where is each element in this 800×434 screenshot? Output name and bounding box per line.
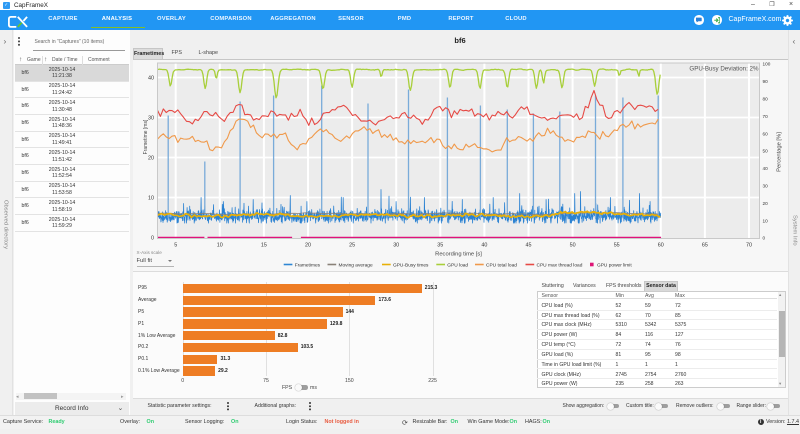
svg-text:CPU total load: CPU total load	[486, 263, 517, 269]
svg-text:GPU-Busy times: GPU-Busy times	[393, 263, 429, 269]
svg-text:5: 5	[174, 243, 177, 249]
svg-text:Recording time [s]: Recording time [s]	[435, 252, 482, 258]
svg-text:35: 35	[437, 243, 443, 249]
svg-text:40: 40	[148, 76, 154, 82]
svg-text:GPU power limit: GPU power limit	[597, 263, 632, 269]
svg-text:30: 30	[148, 116, 154, 122]
svg-text:40: 40	[763, 166, 769, 171]
svg-text:Moving average: Moving average	[339, 263, 373, 269]
svg-text:CPU max thread load: CPU max thread load	[537, 263, 583, 269]
svg-text:50: 50	[570, 243, 576, 249]
svg-text:20: 20	[305, 243, 311, 249]
svg-text:Frametimes: Frametimes	[295, 263, 321, 269]
svg-text:0: 0	[763, 236, 766, 241]
svg-text:90: 90	[763, 79, 769, 84]
svg-text:65: 65	[702, 243, 708, 249]
svg-text:70: 70	[763, 114, 769, 119]
svg-text:20: 20	[763, 201, 769, 206]
svg-text:100: 100	[763, 62, 771, 67]
svg-text:50: 50	[763, 149, 769, 154]
svg-text:30: 30	[763, 184, 769, 189]
svg-text:20: 20	[148, 156, 154, 162]
svg-text:Percentage [%]: Percentage [%]	[777, 132, 783, 172]
svg-text:0: 0	[151, 236, 154, 242]
svg-text:GPU-Busy Deviation: 2%: GPU-Busy Deviation: 2%	[689, 66, 759, 73]
svg-text:70: 70	[746, 243, 752, 249]
svg-text:10: 10	[217, 243, 223, 249]
svg-text:GPU load: GPU load	[447, 263, 468, 269]
svg-text:60: 60	[763, 131, 769, 136]
svg-text:Frametime [ms]: Frametime [ms]	[143, 119, 149, 154]
svg-text:10: 10	[763, 218, 769, 223]
svg-text:60: 60	[658, 243, 664, 249]
svg-text:55: 55	[614, 243, 620, 249]
svg-text:40: 40	[481, 243, 487, 249]
svg-text:45: 45	[526, 243, 532, 249]
svg-text:30: 30	[393, 243, 399, 249]
svg-text:10: 10	[148, 196, 154, 202]
svg-text:80: 80	[763, 97, 769, 102]
svg-text:25: 25	[349, 243, 355, 249]
svg-text:15: 15	[261, 243, 267, 249]
